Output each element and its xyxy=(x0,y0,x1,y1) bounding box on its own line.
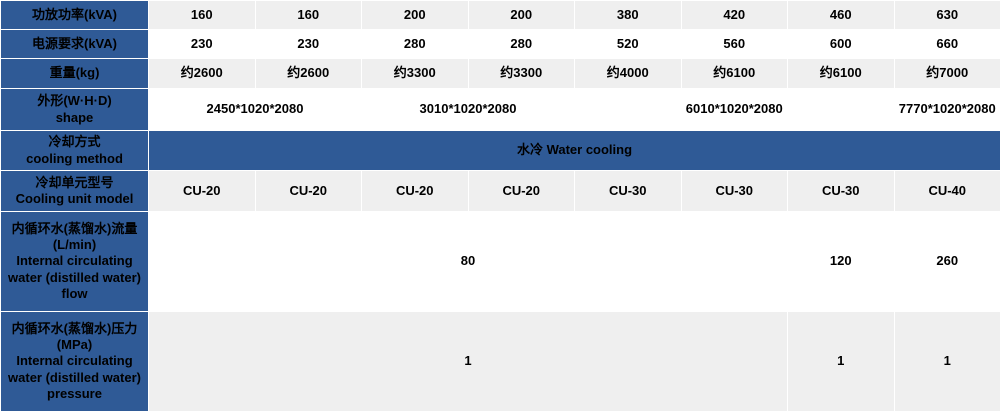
cell-power-supply-1: 230 xyxy=(149,30,256,59)
table-row: 电源要求(kVA) 230 230 280 280 520 560 600 66… xyxy=(1,30,1000,59)
cell-shape-2: 3010*1020*2080 xyxy=(362,89,575,131)
table-row: 冷却方式 cooling method 水冷 Water cooling xyxy=(1,131,1000,171)
cell-weight-1: 约2600 xyxy=(149,59,256,89)
cell-weight-4: 约3300 xyxy=(468,59,575,89)
row-label-cn: 内循环水(蒸馏水)流量 xyxy=(4,221,145,237)
cell-weight-3: 约3300 xyxy=(362,59,469,89)
cell-water-pressure-2: 1 xyxy=(788,312,895,412)
cell-power-supply-6: 560 xyxy=(681,30,788,59)
table-row: 内循环水(蒸馏水)压力 (MPa) Internal circulating w… xyxy=(1,312,1000,412)
cell-weight-6: 约6100 xyxy=(681,59,788,89)
cell-cooling-unit-8: CU-40 xyxy=(894,171,1000,212)
row-label-cooling-method: 冷却方式 cooling method xyxy=(1,131,149,171)
cell-power-supply-4: 280 xyxy=(468,30,575,59)
row-label-cn: 冷却方式 xyxy=(4,134,145,150)
cell-cooling-unit-1: CU-20 xyxy=(149,171,256,212)
cell-power-supply-2: 230 xyxy=(255,30,362,59)
table-row: 重量(kg) 约2600 约2600 约3300 约3300 约4000 约61… xyxy=(1,59,1000,89)
row-label-cn: 重量(kg) xyxy=(4,65,145,81)
row-label-en3: flow xyxy=(4,286,145,302)
cell-cooling-unit-5: CU-30 xyxy=(575,171,682,212)
row-label-en: Cooling unit model xyxy=(4,191,145,207)
cell-cooling-unit-4: CU-20 xyxy=(468,171,575,212)
cell-cooling-unit-7: CU-30 xyxy=(788,171,895,212)
cell-amplifier-power-2: 160 xyxy=(255,1,362,30)
cell-amplifier-power-6: 420 xyxy=(681,1,788,30)
cell-amplifier-power-8: 630 xyxy=(894,1,1000,30)
cell-amplifier-power-1: 160 xyxy=(149,1,256,30)
cell-amplifier-power-3: 200 xyxy=(362,1,469,30)
row-label-cn: 外形(W·H·D) xyxy=(4,93,145,109)
cell-shape-3: 6010*1020*2080 xyxy=(575,89,895,131)
cell-amplifier-power-7: 460 xyxy=(788,1,895,30)
row-label-shape: 外形(W·H·D) shape xyxy=(1,89,149,131)
row-label-cooling-unit-model: 冷却单元型号 Cooling unit model xyxy=(1,171,149,212)
row-label-amplifier-power: 功放功率(kVA) xyxy=(1,1,149,30)
cell-cooling-method-value: 水冷 Water cooling xyxy=(149,131,1000,171)
row-label-power-supply-requirement: 电源要求(kVA) xyxy=(1,30,149,59)
table-row: 功放功率(kVA) 160 160 200 200 380 420 460 63… xyxy=(1,1,1000,30)
row-label-en: Internal circulating xyxy=(4,353,145,369)
cell-weight-8: 约7000 xyxy=(894,59,1000,89)
row-label-cn: 内循环水(蒸馏水)压力 xyxy=(4,321,145,337)
cell-cooling-unit-2: CU-20 xyxy=(255,171,362,212)
row-label-cn: 功放功率(kVA) xyxy=(4,7,145,23)
table-row: 外形(W·H·D) shape 2450*1020*2080 3010*1020… xyxy=(1,89,1000,131)
cell-weight-7: 约6100 xyxy=(788,59,895,89)
cell-power-supply-7: 600 xyxy=(788,30,895,59)
cell-amplifier-power-4: 200 xyxy=(468,1,575,30)
cell-water-pressure-3: 1 xyxy=(894,312,1000,412)
cell-cooling-unit-3: CU-20 xyxy=(362,171,469,212)
table-row: 冷却单元型号 Cooling unit model CU-20 CU-20 CU… xyxy=(1,171,1000,212)
cell-amplifier-power-5: 380 xyxy=(575,1,682,30)
cell-water-flow-2: 120 xyxy=(788,212,895,312)
cell-power-supply-3: 280 xyxy=(362,30,469,59)
row-label-en3: pressure xyxy=(4,386,145,402)
row-label-cn2: (L/min) xyxy=(4,237,145,253)
cell-weight-2: 约2600 xyxy=(255,59,362,89)
row-label-en: Internal circulating xyxy=(4,253,145,269)
row-label-cn: 冷却单元型号 xyxy=(4,175,145,191)
row-label-water-flow: 内循环水(蒸馏水)流量 (L/min) Internal circulating… xyxy=(1,212,149,312)
row-label-cn2: (MPa) xyxy=(4,337,145,353)
row-label-en: shape xyxy=(4,110,145,126)
cell-power-supply-5: 520 xyxy=(575,30,682,59)
table-row: 内循环水(蒸馏水)流量 (L/min) Internal circulating… xyxy=(1,212,1000,312)
row-label-en: cooling method xyxy=(4,151,145,167)
cell-water-pressure-1: 1 xyxy=(149,312,788,412)
row-label-water-pressure: 内循环水(蒸馏水)压力 (MPa) Internal circulating w… xyxy=(1,312,149,412)
row-label-cn: 电源要求(kVA) xyxy=(4,36,145,52)
row-label-en2: water (distilled water) xyxy=(4,270,145,286)
cell-water-flow-1: 80 xyxy=(149,212,788,312)
row-label-weight: 重量(kg) xyxy=(1,59,149,89)
row-label-en2: water (distilled water) xyxy=(4,370,145,386)
cell-shape-4: 7770*1020*2080 xyxy=(894,89,1000,131)
cell-power-supply-8: 660 xyxy=(894,30,1000,59)
cell-shape-1: 2450*1020*2080 xyxy=(149,89,362,131)
cell-water-flow-3: 260 xyxy=(894,212,1000,312)
cell-weight-5: 约4000 xyxy=(575,59,682,89)
cell-cooling-unit-6: CU-30 xyxy=(681,171,788,212)
